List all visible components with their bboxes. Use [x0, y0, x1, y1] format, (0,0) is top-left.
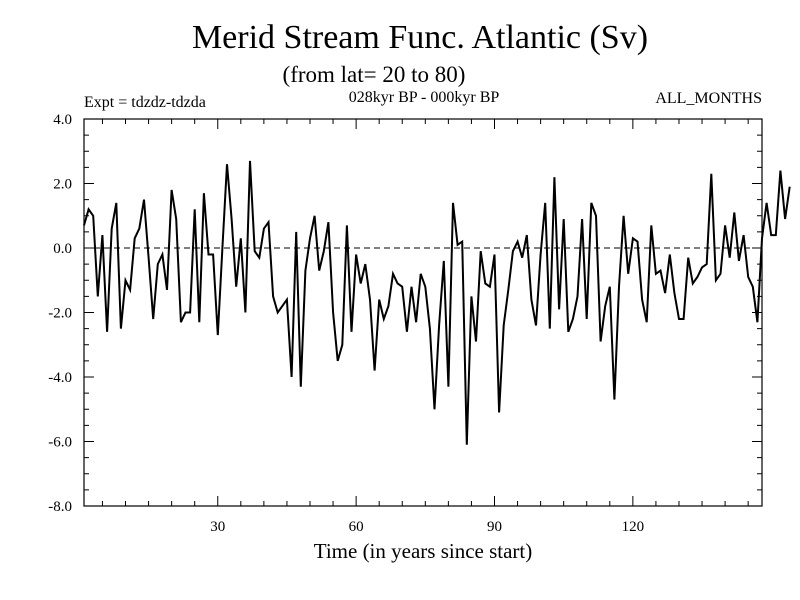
period-label: 028kyr BP - 000kyr BP — [349, 89, 500, 106]
chart-title: Merid Stream Func. Atlantic (Sv) — [192, 19, 648, 56]
series-line — [83, 160, 791, 445]
y-tick-label: -6.0 — [48, 435, 72, 451]
y-tick-label: 0.0 — [53, 241, 72, 257]
x-tick-label: 60 — [349, 519, 364, 535]
x-axis-label: Time (in years since start) — [314, 539, 533, 563]
y-tick-label: 2.0 — [53, 177, 72, 193]
y-tick-label: -8.0 — [48, 499, 72, 515]
chart-subtitle: (from lat= 20 to 80) — [283, 62, 466, 87]
x-tick-label: 120 — [622, 519, 645, 535]
y-tick-label: -4.0 — [48, 370, 72, 386]
months-label: ALL_MONTHS — [655, 90, 762, 107]
x-tick-label: 90 — [487, 519, 502, 535]
experiment-label: Expt = tdzdz-tdzda — [84, 94, 206, 111]
y-tick-label: -2.0 — [48, 306, 72, 322]
y-tick-label: 4.0 — [53, 112, 72, 128]
tick-labels: 4.0 2.0 0.0 -2.0 -4.0 -6.0 -8.0 30 60 90 120 — [48, 112, 644, 535]
x-tick-label: 30 — [210, 519, 225, 535]
